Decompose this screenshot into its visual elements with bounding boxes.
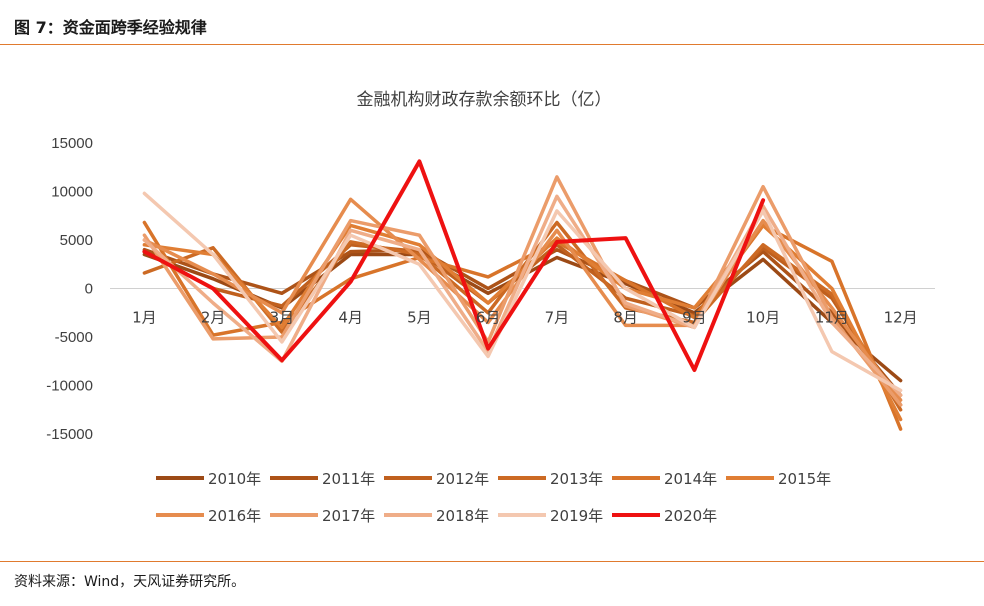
- legend-label: 2019年: [550, 507, 603, 525]
- x-tick-label: 9月: [682, 309, 707, 327]
- x-tick-label: 1月: [132, 309, 157, 327]
- y-tick-label: 15000: [51, 135, 93, 152]
- figure-caption: 图 7：资金面跨季经验规律: [14, 18, 207, 37]
- legend-label: 2016年: [208, 507, 261, 525]
- x-axis: 1月 2月 3月 4月 5月 6月 7月 8月 9月 10月 11月 12月: [132, 309, 918, 327]
- y-tick-label: 5000: [60, 232, 93, 249]
- x-tick-label: 10月: [746, 309, 780, 327]
- bottom-divider: [0, 561, 984, 562]
- legend-label: 2013年: [550, 470, 603, 488]
- legend-label: 2014年: [664, 470, 717, 488]
- legend-label: 2011年: [322, 470, 375, 488]
- y-tick-label: -10000: [46, 378, 93, 395]
- x-tick-label: 7月: [545, 309, 570, 327]
- y-tick-label: 0: [85, 281, 93, 298]
- series-line-2017: [142, 175, 903, 407]
- x-tick-label: 6月: [476, 309, 501, 327]
- legend-label: 2012年: [436, 470, 489, 488]
- x-tick-label: 5月: [407, 309, 432, 327]
- y-tick-label: 10000: [51, 184, 93, 201]
- source-note: 资料来源：Wind，天风证券研究所。: [14, 574, 246, 590]
- legend-label: 2020年: [664, 507, 717, 525]
- legend-label: 2010年: [208, 470, 261, 488]
- legend-label: 2017年: [322, 507, 375, 525]
- y-axis: 15000 10000 5000 0 -5000 -10000 -15000: [46, 135, 93, 443]
- legend-label: 2018年: [436, 507, 489, 525]
- x-tick-label: 4月: [338, 309, 363, 327]
- legend: 2010年 2011年 2012年 2013年 2014年 2015年 2016年 2017年…: [156, 470, 831, 525]
- y-tick-label: -5000: [55, 329, 93, 346]
- series-line-2015: [142, 223, 903, 422]
- top-divider: [0, 44, 984, 45]
- series-line-2019: [142, 191, 903, 393]
- series-layer: [142, 159, 903, 431]
- legend-label: 2015年: [778, 470, 831, 488]
- x-tick-label: 3月: [270, 309, 295, 327]
- series-line-2013: [142, 220, 903, 412]
- series-line-2018: [142, 194, 903, 397]
- x-tick-label: 11月: [815, 309, 849, 327]
- x-tick-label: 8月: [613, 309, 638, 327]
- x-tick-label: 12月: [884, 309, 918, 327]
- line-chart: 金融机构财政存款余额环比（亿） 15000 10000 5000 0 -5000 -100…: [46, 90, 935, 525]
- chart-title: 金融机构财政存款余额环比（亿）: [357, 90, 612, 110]
- series-line-2020: [142, 159, 766, 372]
- x-tick-label: 2月: [201, 309, 226, 327]
- y-tick-label: -15000: [46, 426, 93, 443]
